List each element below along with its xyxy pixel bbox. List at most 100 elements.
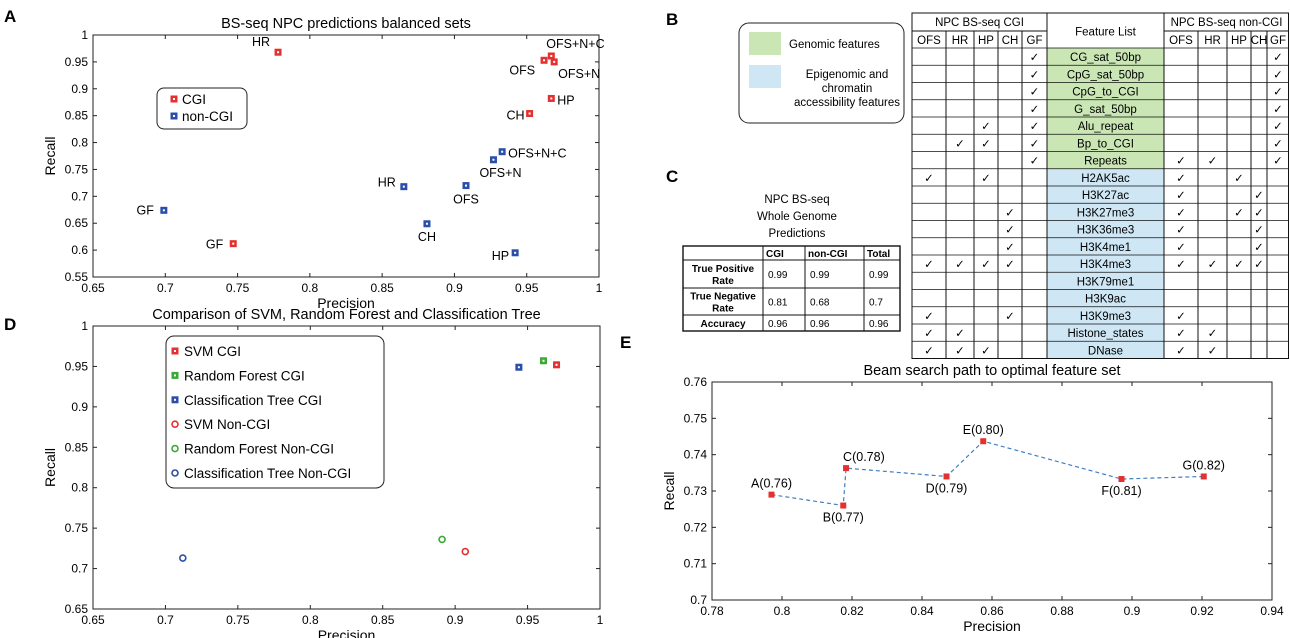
feature-cell-bg (1047, 306, 1164, 324)
point-label: E(0.80) (963, 423, 1004, 437)
point-label: CH (418, 230, 436, 244)
check-mark: ✓ (981, 259, 991, 271)
table-b-legend: Genomic features Epigenomic and chromatin a… (738, 22, 905, 124)
feature-cell-bg (1047, 324, 1164, 342)
feature-name: H3K4me3 (1080, 259, 1131, 271)
table-c-row-label: True Negative (690, 292, 756, 303)
genomic-legend-label: Genomic features (789, 39, 880, 51)
feature-cell-bg (1047, 134, 1164, 152)
y-tick-label: 0.85 (65, 109, 89, 123)
check-mark: ✓ (924, 173, 934, 185)
feature-cell-bg (1047, 237, 1164, 255)
check-mark: ✓ (955, 138, 965, 150)
legend-label: CGI (182, 92, 206, 107)
panel-letter-d: D (4, 315, 16, 334)
check-mark: ✓ (1176, 173, 1186, 185)
x-axis-label: Precision (318, 627, 376, 638)
right-col-header: HR (1204, 35, 1221, 47)
plot-frame (92, 325, 601, 610)
table-c-cell: 0.96 (869, 319, 889, 330)
chart-e: 0.78 0.8 0.82 0.84 0.86 0.88 0.9 0.92 0.94 0.7 0.7… (661, 363, 1284, 634)
data-point (179, 554, 187, 562)
table-c-row-label: Rate (712, 276, 734, 287)
feature-name: H2AK5ac (1081, 173, 1130, 185)
y-tick-label: 0.75 (65, 162, 89, 176)
left-col-header: HP (978, 35, 994, 47)
y-tick-label: 0.8 (71, 481, 88, 495)
check-mark: ✓ (1254, 259, 1264, 271)
y-tick-label: 0.74 (684, 448, 708, 462)
x-tick-label: 0.8 (774, 604, 791, 618)
feature-cell-bg (1047, 272, 1164, 290)
y-tick-label: 0.72 (684, 520, 708, 534)
check-mark: ✓ (1030, 52, 1040, 64)
check-mark: ✓ (1273, 156, 1283, 168)
x-tick-label: 0.88 (1050, 604, 1074, 618)
y-tick-label: 0.9 (71, 82, 88, 96)
x-axis-label: Precision (963, 618, 1021, 634)
plot-frame (711, 381, 1273, 601)
point-label: B(0.77) (823, 511, 864, 525)
y-tick-label: 0.75 (684, 411, 708, 425)
right-col-header: HP (1231, 35, 1247, 47)
check-mark: ✓ (1254, 190, 1264, 202)
table-c-header: non-CGI (808, 249, 848, 260)
check-mark: ✓ (1254, 207, 1264, 219)
x-tick-label: 0.86 (980, 604, 1004, 618)
table-c-row-label: True Positive (692, 264, 755, 275)
check-mark: ✓ (1208, 156, 1218, 168)
y-axis-label: Recall (42, 448, 58, 487)
point-label: HR (252, 35, 270, 49)
table-c-cell: 0.96 (810, 319, 830, 330)
check-mark: ✓ (1273, 52, 1283, 64)
chart-d: 0.65 0.7 0.75 0.8 0.85 0.9 0.95 1 0.65 0.7 0.75 0.8… (42, 307, 604, 638)
data-point (943, 473, 950, 480)
panel-letter-c: C (666, 167, 678, 186)
point-label: GF (206, 238, 224, 252)
x-tick-label: 1 (596, 281, 603, 295)
check-mark: ✓ (1176, 259, 1186, 271)
y-tick-label: 1 (81, 319, 88, 333)
feature-cell-bg (1047, 117, 1164, 135)
x-tick-label: 0.75 (226, 613, 250, 627)
chart-title: BS-seq NPC predictions balanced sets (221, 16, 471, 32)
feature-name: DNase (1088, 345, 1123, 357)
panel-letter-b: B (666, 10, 678, 29)
point-label: G(0.82) (1183, 458, 1225, 472)
point-label: GF (136, 203, 154, 217)
data-point-center (517, 366, 520, 369)
point-label: HP (492, 249, 509, 263)
chart-title: Comparison of SVM, Random Forest and Cla… (152, 307, 540, 323)
feature-cell-bg (1047, 186, 1164, 204)
x-tick-label: 0.85 (370, 281, 394, 295)
data-point (768, 491, 775, 498)
feature-name: H3K27me3 (1077, 207, 1135, 219)
data-point-center (425, 222, 428, 225)
x-tick-label: 0.94 (1260, 604, 1284, 618)
check-mark: ✓ (981, 345, 991, 357)
legend-marker (171, 444, 179, 453)
check-mark: ✓ (1254, 242, 1264, 254)
left-col-header: GF (1027, 35, 1043, 47)
check-mark: ✓ (1176, 225, 1186, 237)
feature-cell-bg (1047, 255, 1164, 273)
y-tick-label: 0.95 (65, 359, 89, 373)
table-c-header: CGI (766, 249, 784, 260)
genomic-swatch (749, 32, 781, 55)
feature-cell-bg (1047, 220, 1164, 238)
data-point-center (543, 59, 546, 62)
legend-box (165, 335, 385, 489)
check-mark: ✓ (1176, 207, 1186, 219)
check-mark: ✓ (1030, 121, 1040, 133)
feature-name: H3K36me3 (1077, 225, 1135, 237)
feature-name: CpG_to_CGI (1072, 87, 1138, 99)
legend-box (156, 87, 248, 130)
x-tick-label: 0.65 (81, 281, 105, 295)
chart-title: Beam search path to optimal feature set (863, 363, 1120, 379)
table-c-header: Total (867, 249, 890, 260)
table-c-title-line: NPC BS-seq (764, 194, 829, 206)
check-mark: ✓ (1234, 173, 1244, 185)
legend-label: SVM Non-CGI (184, 417, 270, 432)
data-point (461, 547, 470, 556)
right-col-header: GF (1270, 35, 1286, 47)
